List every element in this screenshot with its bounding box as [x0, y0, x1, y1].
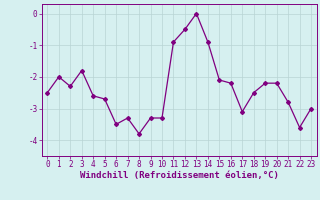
- X-axis label: Windchill (Refroidissement éolien,°C): Windchill (Refroidissement éolien,°C): [80, 171, 279, 180]
